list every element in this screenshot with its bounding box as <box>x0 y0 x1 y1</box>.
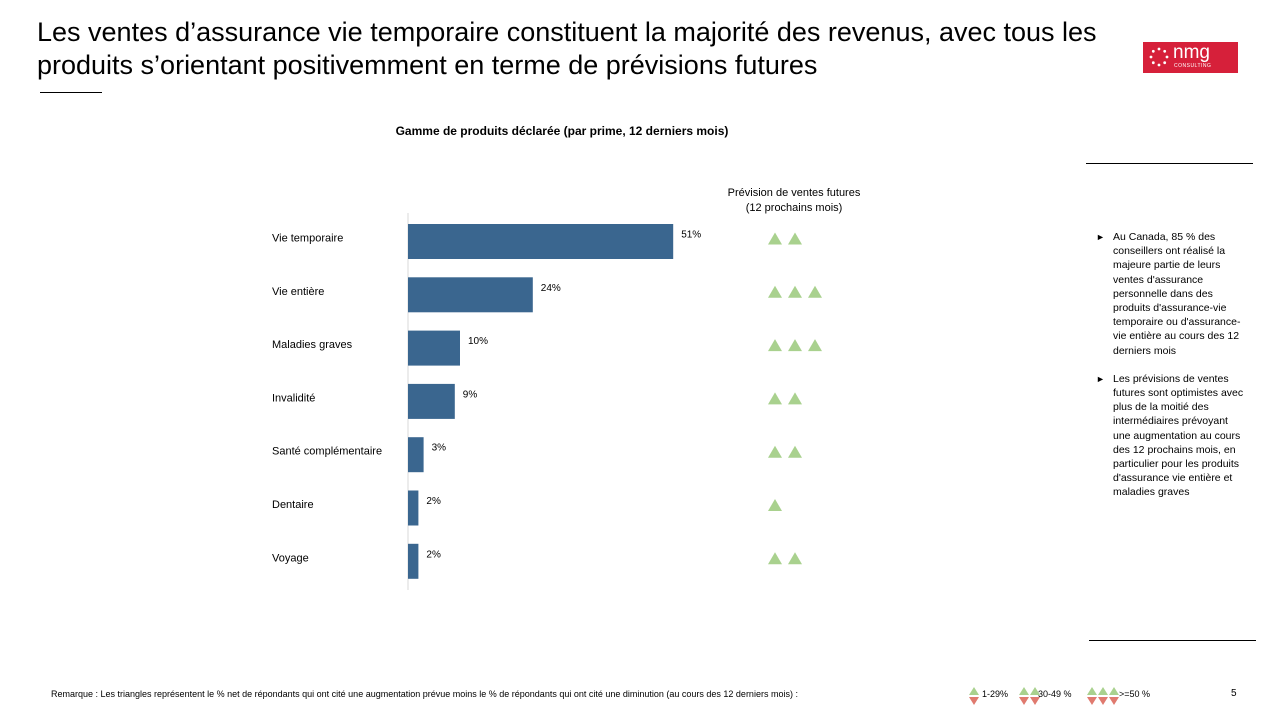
up-triangle-icon <box>788 339 802 352</box>
logo-name: nmg <box>1173 42 1210 63</box>
bar <box>408 330 460 366</box>
notes-top-rule <box>1086 163 1253 164</box>
bar <box>408 437 424 473</box>
category-label: Santé complémentaire <box>272 446 382 458</box>
finding-text: Les prévisions de ventes futures sont op… <box>1113 372 1244 499</box>
up-triangle-icon <box>808 285 822 298</box>
notes-bottom-rule <box>1089 640 1256 641</box>
category-label: Invalidité <box>272 392 315 404</box>
legend-label-1: 1-29% <box>982 689 1009 699</box>
bar <box>408 543 419 579</box>
legend-down-triangle-icon <box>1087 697 1097 705</box>
bar <box>408 490 419 526</box>
category-label: Dentaire <box>272 499 314 511</box>
category-label: Maladies graves <box>272 339 353 351</box>
up-triangle-icon <box>788 232 802 245</box>
legend-down-triangle-icon <box>969 697 979 705</box>
legend-down-triangle-icon <box>1109 697 1119 705</box>
legend-down-triangle-icon <box>1098 697 1108 705</box>
legend-up-triangle-icon <box>1098 687 1108 695</box>
legend-up-triangle-icon <box>969 687 979 695</box>
up-triangle-icon <box>788 552 802 565</box>
bar <box>408 224 674 259</box>
bullet-arrow-icon: ► <box>1096 232 1105 242</box>
legend-up-triangle-icon <box>1030 687 1040 695</box>
title-underline <box>40 92 102 93</box>
up-triangle-icon <box>768 499 782 511</box>
bullet-arrow-icon: ► <box>1096 373 1105 384</box>
up-triangle-icon <box>788 445 802 458</box>
finding-item: ► Les prévisions de ventes futures sont … <box>1096 372 1246 500</box>
bar-value-label: 10% <box>468 336 488 347</box>
up-triangle-icon <box>768 232 782 245</box>
chart-title: Gamme de produits déclarée (par prime, 1… <box>395 124 729 138</box>
legend-label-3: >=50 % <box>1119 689 1151 699</box>
category-label: Voyage <box>272 552 309 564</box>
finding-item: ► Au Canada, 85 % des conseillers ont ré… <box>1096 230 1246 358</box>
category-label: Vie entière <box>272 286 324 298</box>
logo-dots-icon <box>1149 47 1169 67</box>
legend-down-triangle-icon <box>1030 697 1040 705</box>
category-label: Vie temporaire <box>272 233 343 245</box>
up-triangle-icon <box>768 285 782 298</box>
page-number: 5 <box>1231 688 1237 699</box>
up-triangle-icon <box>768 339 782 352</box>
forecast-header-line2: (12 prochains mois) <box>745 202 843 214</box>
bar-value-label: 24% <box>541 283 561 294</box>
bar-value-label: 2% <box>426 549 441 560</box>
bar <box>408 277 533 313</box>
up-triangle-icon <box>788 285 802 298</box>
slide-title: Les ventes d’assurance vie temporaire co… <box>37 17 1097 80</box>
footnote: Remarque : Les triangles représentent le… <box>51 689 798 699</box>
legend-up-triangle-icon <box>1109 687 1119 695</box>
up-triangle-icon <box>768 392 782 405</box>
logo-subtitle: CONSULTING <box>1174 63 1212 69</box>
up-triangle-icon <box>788 392 802 405</box>
forecast-header: Prévision de ventes futures (12 prochain… <box>700 186 888 216</box>
legend-up-triangle-icon <box>1087 687 1097 695</box>
up-triangle-icon <box>808 339 822 352</box>
up-triangle-icon <box>768 552 782 565</box>
bar <box>408 383 455 419</box>
legend-up-triangle-icon <box>1019 687 1029 695</box>
legend-triangles <box>969 687 1119 705</box>
finding-text: Au Canada, 85 % des conseillers ont réal… <box>1113 231 1241 357</box>
bar-value-label: 9% <box>463 389 478 400</box>
forecast-header-line1: Prévision de ventes futures <box>727 187 861 199</box>
company-logo: nmg CONSULTING <box>1143 42 1238 73</box>
legend-label-2: 30-49 % <box>1038 689 1072 699</box>
legend-down-triangle-icon <box>1019 697 1029 705</box>
up-triangle-icon <box>768 445 782 458</box>
bar-value-label: 2% <box>426 496 441 507</box>
key-findings: ► Au Canada, 85 % des conseillers ont ré… <box>1096 230 1246 514</box>
bar-value-label: 51% <box>681 230 701 241</box>
bar-value-label: 3% <box>432 443 447 454</box>
